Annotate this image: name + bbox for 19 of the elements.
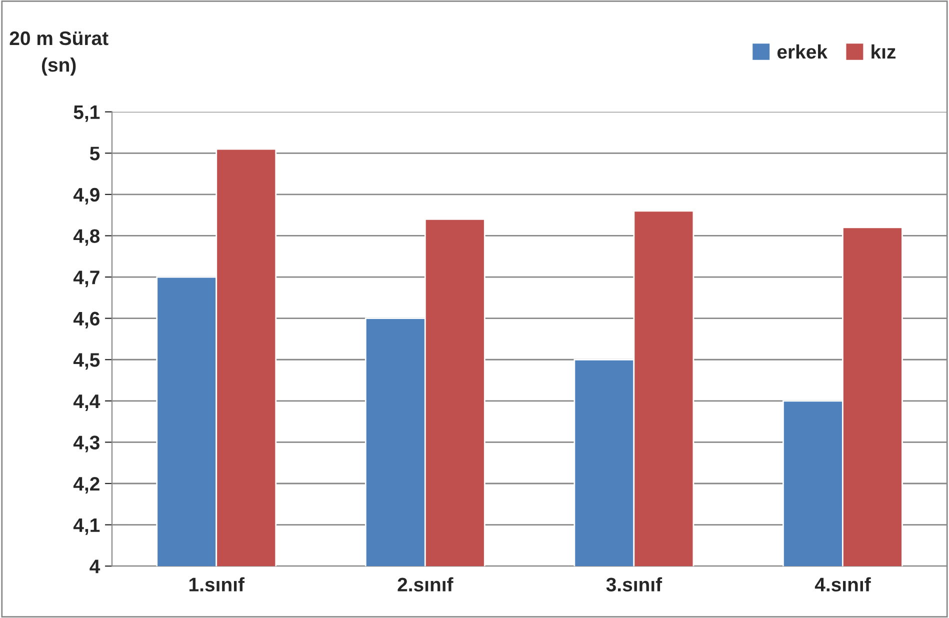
x-tick-label: 2.sınıf: [398, 577, 454, 592]
y-tick-label: 4,3: [73, 436, 100, 452]
x-tick-label: 4.sınıf: [814, 577, 871, 592]
y-tick-label: 4,6: [73, 312, 100, 328]
y-tick-label: 4,5: [73, 353, 100, 370]
y-tick-label: 5: [90, 146, 100, 160]
legend-label: kız: [872, 44, 896, 59]
x-tick-label: 3.sınıf: [606, 577, 662, 592]
x-tick-label: 1.sınıf: [190, 577, 245, 592]
y-axis-title: 20 m Sürat (sn): [10, 31, 108, 76]
y-tick-label: 4,1: [73, 518, 100, 535]
y-tick-label: 4: [90, 560, 100, 574]
y-tick-label: 4,4: [73, 394, 100, 411]
y-tick-label: 4,2: [73, 476, 100, 494]
y-tick-label: 4,8: [73, 229, 100, 246]
y-tick-label: 5,1: [74, 106, 100, 122]
y-tick-label: 4,9: [73, 188, 100, 204]
y-tick-label: 4,7: [73, 270, 100, 288]
legend-label: erkek: [777, 44, 828, 59]
